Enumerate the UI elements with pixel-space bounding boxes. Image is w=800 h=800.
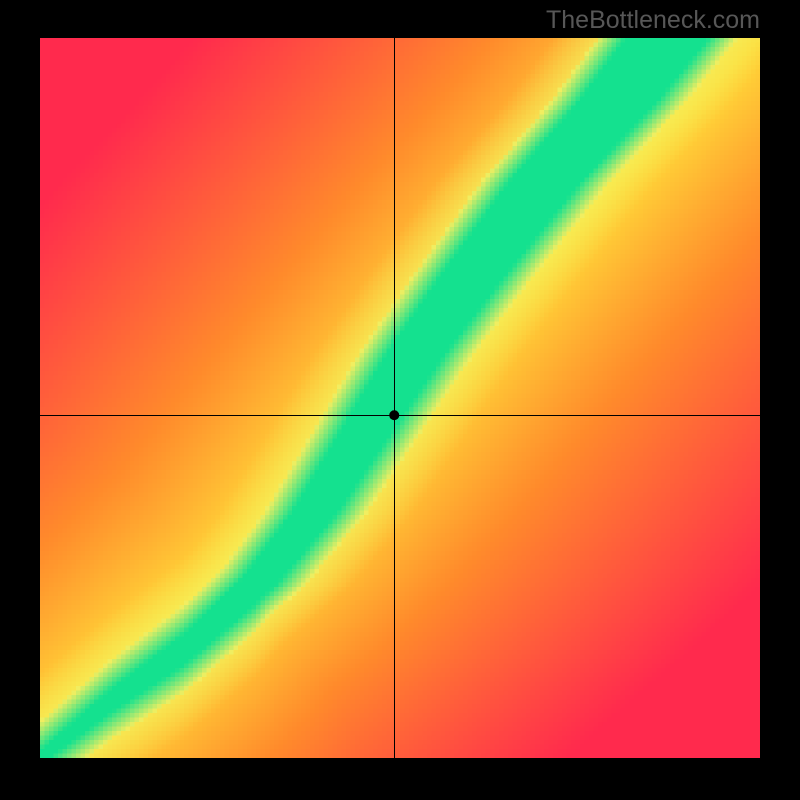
chart-container: TheBottleneck.com — [0, 0, 800, 800]
watermark-text: TheBottleneck.com — [546, 6, 760, 35]
crosshair-overlay — [40, 38, 760, 758]
